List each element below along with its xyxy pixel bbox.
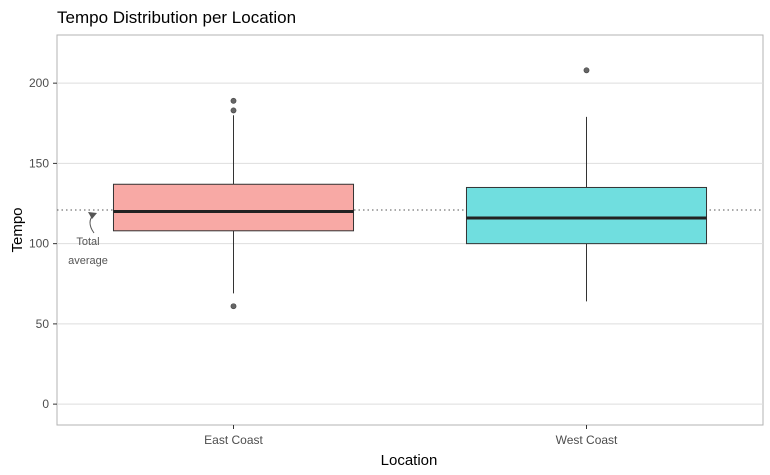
annotation: Total average (68, 212, 108, 267)
outlier-point (230, 107, 237, 114)
outlier-point (230, 303, 237, 310)
y-axis-title: Tempo (9, 207, 26, 252)
y-tick-label: 200 (29, 76, 49, 90)
y-tick-label: 50 (36, 317, 50, 331)
outlier-point (230, 97, 237, 104)
annotation-arrowhead (88, 212, 97, 219)
iqr-box (465, 186, 708, 245)
x-axis: East Coast West Coast (204, 425, 618, 447)
x-axis-title: Location (381, 452, 438, 469)
iqr-box (112, 183, 355, 232)
y-tick-label: 0 (42, 397, 49, 411)
outlier-point (583, 67, 590, 74)
y-tick-label: 150 (29, 156, 49, 170)
x-tick-label: East Coast (204, 433, 263, 447)
annotation-text-line-1: Total (76, 236, 99, 248)
x-tick-label: West Coast (556, 433, 618, 447)
y-tick-label: 100 (29, 237, 49, 251)
box-west-coast (465, 67, 708, 302)
gridlines (57, 82, 763, 405)
y-axis: 0 50 100 150 200 (29, 76, 57, 411)
annotation-text-line-2: average (68, 255, 108, 267)
box-east-coast (112, 97, 355, 310)
chart-title: Tempo Distribution per Location (57, 8, 296, 27)
boxes (112, 67, 708, 310)
